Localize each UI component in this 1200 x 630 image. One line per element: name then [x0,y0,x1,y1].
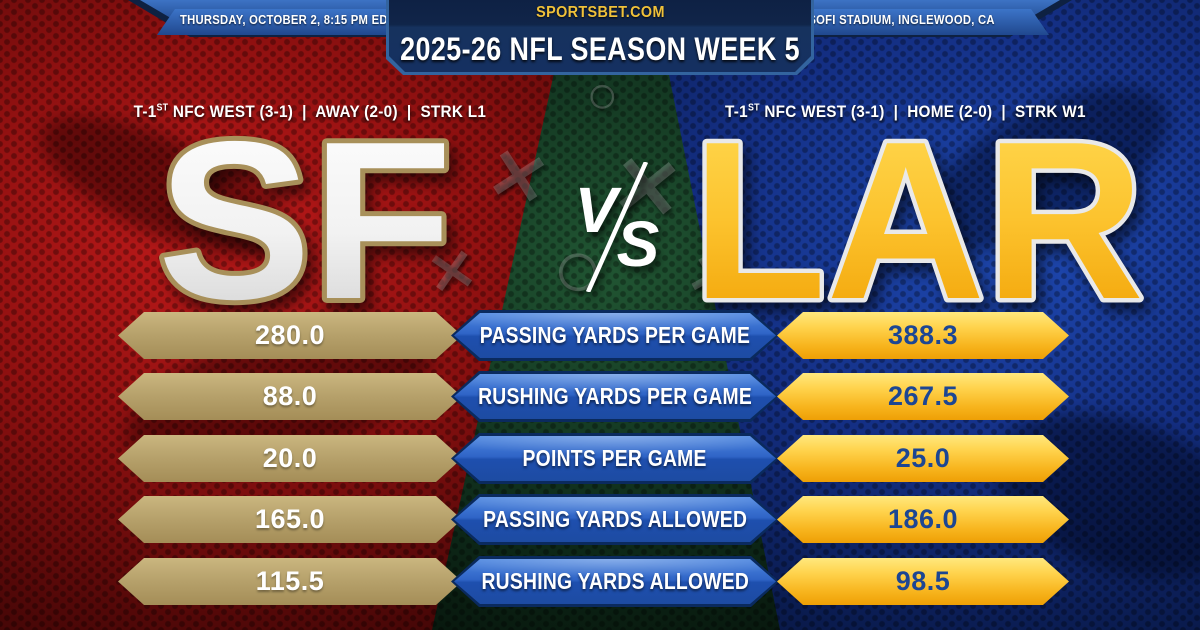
stat-label-banner-inner: RUSHING YARDS ALLOWED [454,559,776,604]
away-stat-banner: 88.0 [118,373,462,420]
away-stat-value: 88.0 [262,381,318,411]
stat-label-banner-inner: PASSING YARDS ALLOWED [454,497,776,542]
stat-label-banner-inner: POINTS PER GAME [454,436,776,481]
stat-row: 115.5 RUSHING YARDS ALLOWED 98.5 [0,558,1200,605]
stat-row: 280.0 PASSING YARDS PER GAME 388.3 [0,312,1200,359]
home-stat-banner: 388.3 [777,312,1069,359]
home-record-prefix: T-1 [724,102,748,121]
stat-label-banner: RUSHING YARDS ALLOWED [451,556,779,607]
versus-s: S [617,208,660,280]
away-team-record: T-1ST NFC WEST (3-1) | AWAY (2-0) | STRK… [40,102,580,122]
game-datetime: THURSDAY, OCTOBER 2, 8:15 PM EDT [179,13,395,27]
away-stat-banner: 165.0 [118,496,462,543]
versus-graphic: V S [575,162,660,292]
venue-text: SOFI STADIUM, INGLEWOOD, CA [808,13,995,27]
page-title: 2025-26 NFL SEASON WEEK 5 [400,31,800,67]
title-panel [389,0,811,72]
venue-banner [793,9,1049,35]
away-stat-value: 115.5 [255,566,325,596]
away-stat-banner: 115.5 [118,558,462,605]
stat-row: 20.0 POINTS PER GAME 25.0 [0,435,1200,482]
away-stat-value: 20.0 [262,443,318,473]
stat-label-banner-inner: PASSING YARDS PER GAME [454,313,776,358]
home-stat-banner: 98.5 [777,558,1069,605]
away-stat-banner: 280.0 [118,312,462,359]
away-team-abbr-graphic: SF [153,128,458,313]
away-stat-value: 165.0 [254,504,326,534]
home-stat-value: 267.5 [887,381,959,411]
home-stat-value: 25.0 [895,443,951,473]
home-team-abbr-graphic: LAR [688,128,1149,313]
away-team-abbr: SF [158,128,453,313]
stat-label: RUSHING YARDS PER GAME [478,383,752,409]
away-record-prefix: T-1 [133,102,157,121]
stat-row: 165.0 PASSING YARDS ALLOWED 186.0 [0,496,1200,543]
home-record-detail: NFC WEST (3-1) | HOME (2-0) | STRK W1 [759,102,1086,121]
sportsbook-site-name: SPORTSBET.COM [535,4,665,21]
stat-label-banner: POINTS PER GAME [451,433,779,484]
stat-label: POINTS PER GAME [522,445,708,471]
stat-label-banner-inner: RUSHING YARDS PER GAME [454,374,776,419]
stat-label-banner: RUSHING YARDS PER GAME [451,371,779,422]
stat-label: RUSHING YARDS ALLOWED [481,568,749,594]
home-team-abbr: LAR [692,128,1144,313]
home-stat-value: 98.5 [895,566,951,596]
home-team-record: T-1ST NFC WEST (3-1) | HOME (2-0) | STRK… [640,102,1170,122]
home-stat-banner: 186.0 [777,496,1069,543]
versus-slash [585,162,649,292]
away-record-ordinal: ST [156,102,169,114]
stat-label: PASSING YARDS ALLOWED [482,506,747,532]
home-stat-banner: 267.5 [777,373,1069,420]
away-stat-banner: 20.0 [118,435,462,482]
home-stat-value: 186.0 [887,504,959,534]
stat-label-banner: PASSING YARDS ALLOWED [451,494,779,545]
away-stat-value: 280.0 [254,320,326,350]
home-stat-banner: 25.0 [777,435,1069,482]
stat-row: 88.0 RUSHING YARDS PER GAME 267.5 [0,373,1200,420]
home-stat-value: 388.3 [887,320,959,350]
stat-label-banner: PASSING YARDS PER GAME [451,310,779,361]
versus-v: V [575,174,623,246]
stat-label: PASSING YARDS PER GAME [479,322,751,348]
home-record-ordinal: ST [747,102,760,114]
away-record-detail: NFC WEST (3-1) | AWAY (2-0) | STRK L1 [168,102,487,121]
